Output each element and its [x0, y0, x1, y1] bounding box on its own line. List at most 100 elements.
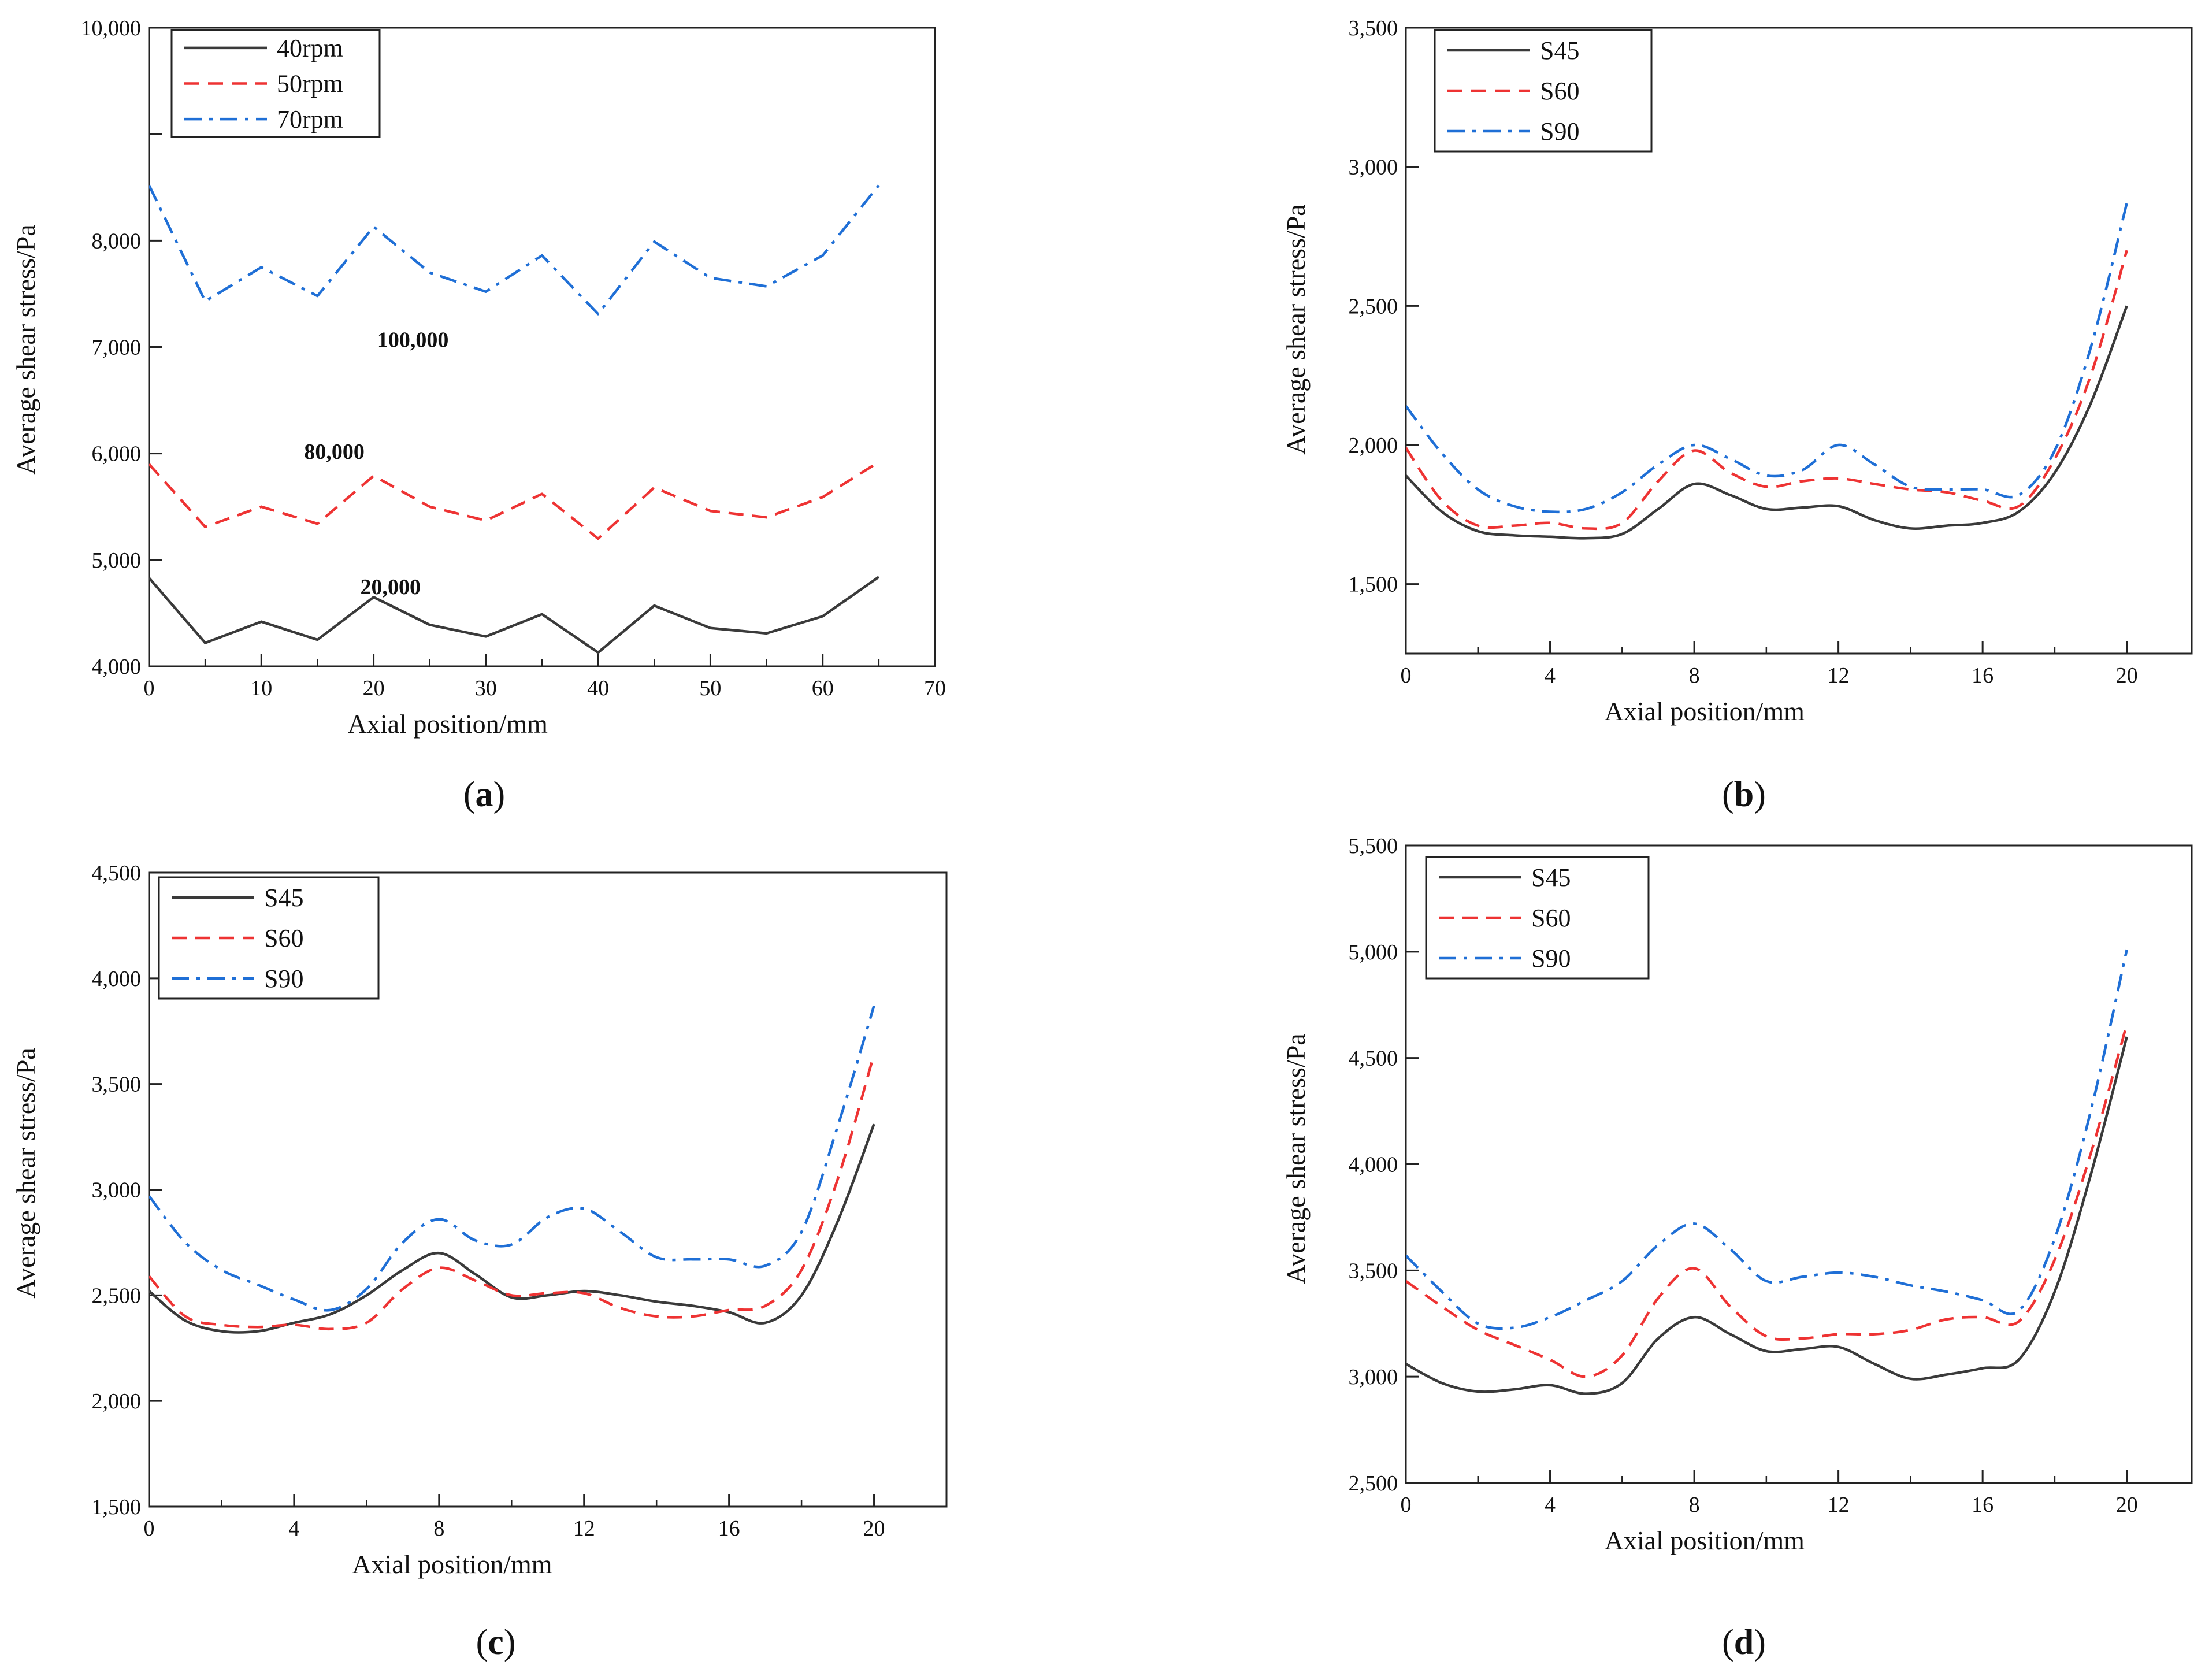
- data-point-S90: [2054, 1237, 2056, 1240]
- y-axis-title: Average shear stress/Pa: [1281, 1033, 1311, 1284]
- data-point-S60: [1801, 480, 1803, 483]
- data-point-S90: [1946, 1290, 1948, 1293]
- data-point-70rpm: [316, 295, 318, 297]
- data-point-S60: [1873, 483, 1876, 485]
- data-point-S90: [329, 1309, 332, 1311]
- data-point-S60: [1585, 527, 1587, 529]
- data-point-S45: [1946, 525, 1948, 527]
- data-point-S60: [1946, 491, 1948, 494]
- data-point-S90: [1801, 1275, 1803, 1278]
- x-tick-label: 4: [288, 1516, 299, 1541]
- data-point-S45: [1838, 1346, 1840, 1348]
- data-point-70rpm: [429, 272, 431, 274]
- y-axis-title: Average shear stress/Pa: [11, 224, 40, 474]
- data-point-50rpm: [204, 526, 206, 528]
- data-point-S90: [1909, 1284, 1911, 1286]
- data-point-S90: [655, 1256, 658, 1259]
- series-line-S60: [149, 1054, 875, 1331]
- data-point-40rpm: [709, 627, 711, 629]
- series-line-50rpm: [149, 461, 880, 540]
- x-axis-title: Axial position/mm: [352, 1549, 552, 1579]
- legend-label-S45: S45: [264, 884, 303, 912]
- data-point-S60: [510, 1294, 513, 1296]
- data-point-S60: [1838, 1333, 1840, 1336]
- data-point-S60: [1549, 1359, 1551, 1361]
- data-point-S45: [655, 1300, 658, 1303]
- annotation: 80,000: [304, 440, 365, 464]
- legend-label-S90: S90: [264, 965, 303, 993]
- data-point-40rpm: [766, 632, 768, 635]
- legend-label-S90: S90: [1540, 117, 1579, 146]
- data-point-S90: [583, 1207, 585, 1210]
- data-point-S45: [1873, 1363, 1876, 1365]
- data-point-S60: [873, 1053, 875, 1055]
- data-point-S45: [1981, 1367, 1984, 1369]
- data-point-S60: [1441, 1306, 1443, 1308]
- legend-label-70rpm: 70rpm: [277, 105, 343, 133]
- x-tick-label: 20: [363, 676, 385, 700]
- data-point-S60: [1549, 522, 1551, 524]
- data-point-S60: [474, 1280, 477, 1282]
- data-point-70rpm: [373, 225, 375, 228]
- data-point-S90: [2089, 347, 2092, 349]
- data-point-S45: [148, 1290, 150, 1292]
- data-point-S90: [1981, 488, 1984, 491]
- data-point-S45: [257, 1330, 259, 1332]
- data-point-S90: [1657, 1244, 1660, 1246]
- data-point-S45: [2018, 1359, 2020, 1361]
- legend-label-50rpm: 50rpm: [277, 70, 343, 98]
- data-point-S90: [1873, 1275, 1876, 1278]
- data-point-S60: [184, 1315, 187, 1318]
- data-point-S60: [1477, 1329, 1479, 1331]
- data-point-S60: [329, 1328, 332, 1330]
- data-point-S60: [1621, 1354, 1623, 1356]
- y-tick-label: 2,000: [1349, 433, 1398, 458]
- data-point-S45: [1549, 536, 1551, 538]
- data-point-S90: [2126, 948, 2128, 951]
- data-point-S60: [1657, 480, 1660, 483]
- data-point-S45: [402, 1269, 404, 1271]
- x-tick-label: 60: [812, 676, 834, 700]
- y-tick-label: 6,000: [92, 442, 142, 466]
- legend-label-S60: S60: [1540, 77, 1579, 105]
- chart-panel-b: 0 4 8 12 16 20 1,500 2,000 2,500 3,000 3,500 Axial …: [1281, 16, 2193, 814]
- data-point-S45: [1441, 511, 1443, 513]
- data-point-S90: [1621, 491, 1623, 494]
- y-tick-label: 1,500: [92, 1495, 142, 1519]
- data-point-S45: [692, 1305, 694, 1307]
- data-point-S90: [510, 1244, 513, 1246]
- data-point-S60: [1693, 1267, 1695, 1270]
- x-tick-label: 12: [1828, 1493, 1850, 1517]
- data-point-S90: [1838, 444, 1840, 446]
- data-point-S60: [438, 1267, 440, 1269]
- x-axis-title: Axial position/mm: [1605, 1526, 1805, 1555]
- data-point-S60: [1513, 1344, 1515, 1346]
- y-tick-label: 3,500: [92, 1073, 142, 1097]
- series-line-S90: [149, 1005, 875, 1312]
- data-point-S60: [1765, 1335, 1768, 1337]
- y-tick-label: 2,500: [92, 1284, 142, 1308]
- data-point-S60: [1585, 1375, 1587, 1378]
- data-point-S45: [1657, 508, 1660, 510]
- data-point-S60: [1405, 447, 1407, 449]
- data-point-S45: [1765, 1350, 1768, 1352]
- data-point-S90: [1657, 463, 1660, 466]
- data-point-S45: [1946, 1373, 1948, 1375]
- data-point-S45: [1909, 1378, 1911, 1380]
- data-point-S60: [800, 1269, 803, 1271]
- data-point-S45: [438, 1252, 440, 1254]
- panel-caption: (b): [1722, 775, 1766, 814]
- data-point-S90: [2018, 494, 2020, 496]
- y-tick-label: 1,500: [1349, 573, 1398, 597]
- data-point-S60: [293, 1324, 295, 1326]
- y-axis-title: Average shear stress/Pa: [11, 1048, 40, 1298]
- x-tick-label: 20: [2116, 663, 2138, 688]
- data-point-S45: [800, 1294, 803, 1296]
- y-tick-label: 2,500: [1349, 1471, 1398, 1496]
- data-point-S90: [728, 1258, 730, 1260]
- data-point-S60: [1838, 477, 1840, 480]
- data-point-S45: [1873, 519, 1876, 521]
- x-tick-label: 40: [587, 676, 609, 700]
- series-line-40rpm: [149, 576, 880, 654]
